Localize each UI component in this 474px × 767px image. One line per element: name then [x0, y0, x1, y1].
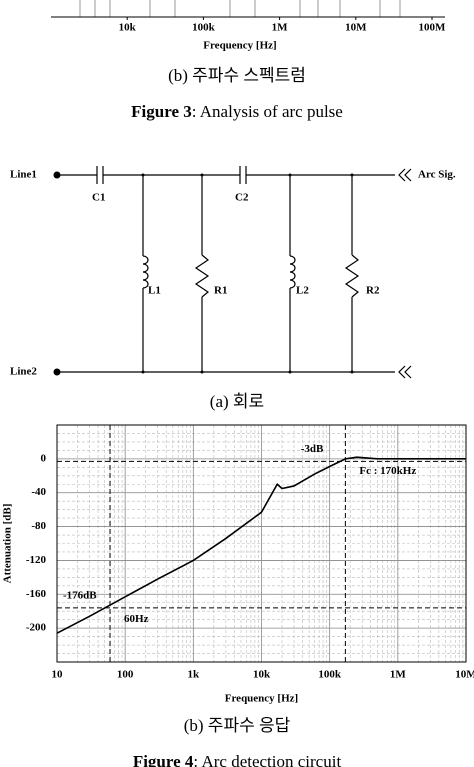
y-tick-label: -200 [26, 622, 47, 634]
x-axis-title: Frequency [Hz] [203, 40, 276, 52]
y-tick-label: -160 [26, 588, 47, 600]
y-tick-label: 0 [41, 452, 47, 464]
x-tick-label: 10k [253, 669, 271, 681]
x-tick-label: 100M [419, 22, 447, 34]
caption: Figure 4: Arc detection circuit [133, 752, 342, 767]
subcaption: (a) 회로 [210, 392, 264, 411]
x-tick-label: 1M [272, 22, 289, 34]
plot-frame [56, 424, 467, 663]
x-tick-label: 10M [345, 22, 367, 34]
caption-text: : Arc detection circuit [193, 752, 341, 767]
annotation: -176dB [63, 589, 97, 601]
x-tick-label: 10M [455, 669, 474, 681]
y-axis-title: Attenuation [dB] [2, 504, 14, 584]
y-tick-label: -80 [31, 520, 46, 532]
node-label: Arc Sig. [418, 169, 456, 181]
response-line [56, 456, 466, 634]
x-tick-label: 100k [318, 669, 342, 681]
y-tick-label: -120 [26, 554, 47, 566]
component-label: L1 [148, 285, 161, 297]
component-label: R1 [214, 285, 227, 297]
circuit: Line1 Line2 Arc Sig. C1 C2 L1 R1 L2 R2 [10, 166, 456, 379]
x-tick-label: 100 [117, 669, 134, 681]
x-tick-label: 1M [390, 669, 407, 681]
caption-text: : Analysis of arc pulse [192, 102, 343, 121]
caption-label: Figure 3 [131, 102, 192, 121]
subcaption: (b) 주파수 스펙트럼 [168, 66, 306, 85]
annotation: 60Hz [124, 613, 149, 625]
caption-label: Figure 4 [133, 752, 194, 767]
x-axis-title: Frequency [Hz] [225, 693, 298, 705]
component-label: C1 [92, 192, 105, 204]
spectrum-fragment [51, 0, 445, 18]
annotation: -3dB [301, 443, 324, 455]
x-tick-label: 1k [188, 669, 201, 681]
annotation: Fc : 170kHz [359, 465, 416, 477]
component-label: L2 [296, 285, 309, 297]
component-label: R2 [366, 285, 380, 297]
subcaption: (b) 주파수 응답 [184, 716, 291, 735]
caption: Figure 3: Analysis of arc pulse [131, 102, 343, 121]
y-tick-label: -40 [31, 486, 46, 498]
x-tick-label: 10 [52, 669, 64, 681]
node-label: Line2 [10, 366, 37, 378]
node-label: Line1 [10, 169, 37, 181]
x-tick-label: 10k [119, 22, 137, 34]
component-label: C2 [235, 192, 249, 204]
x-tick-label: 100k [192, 22, 216, 34]
